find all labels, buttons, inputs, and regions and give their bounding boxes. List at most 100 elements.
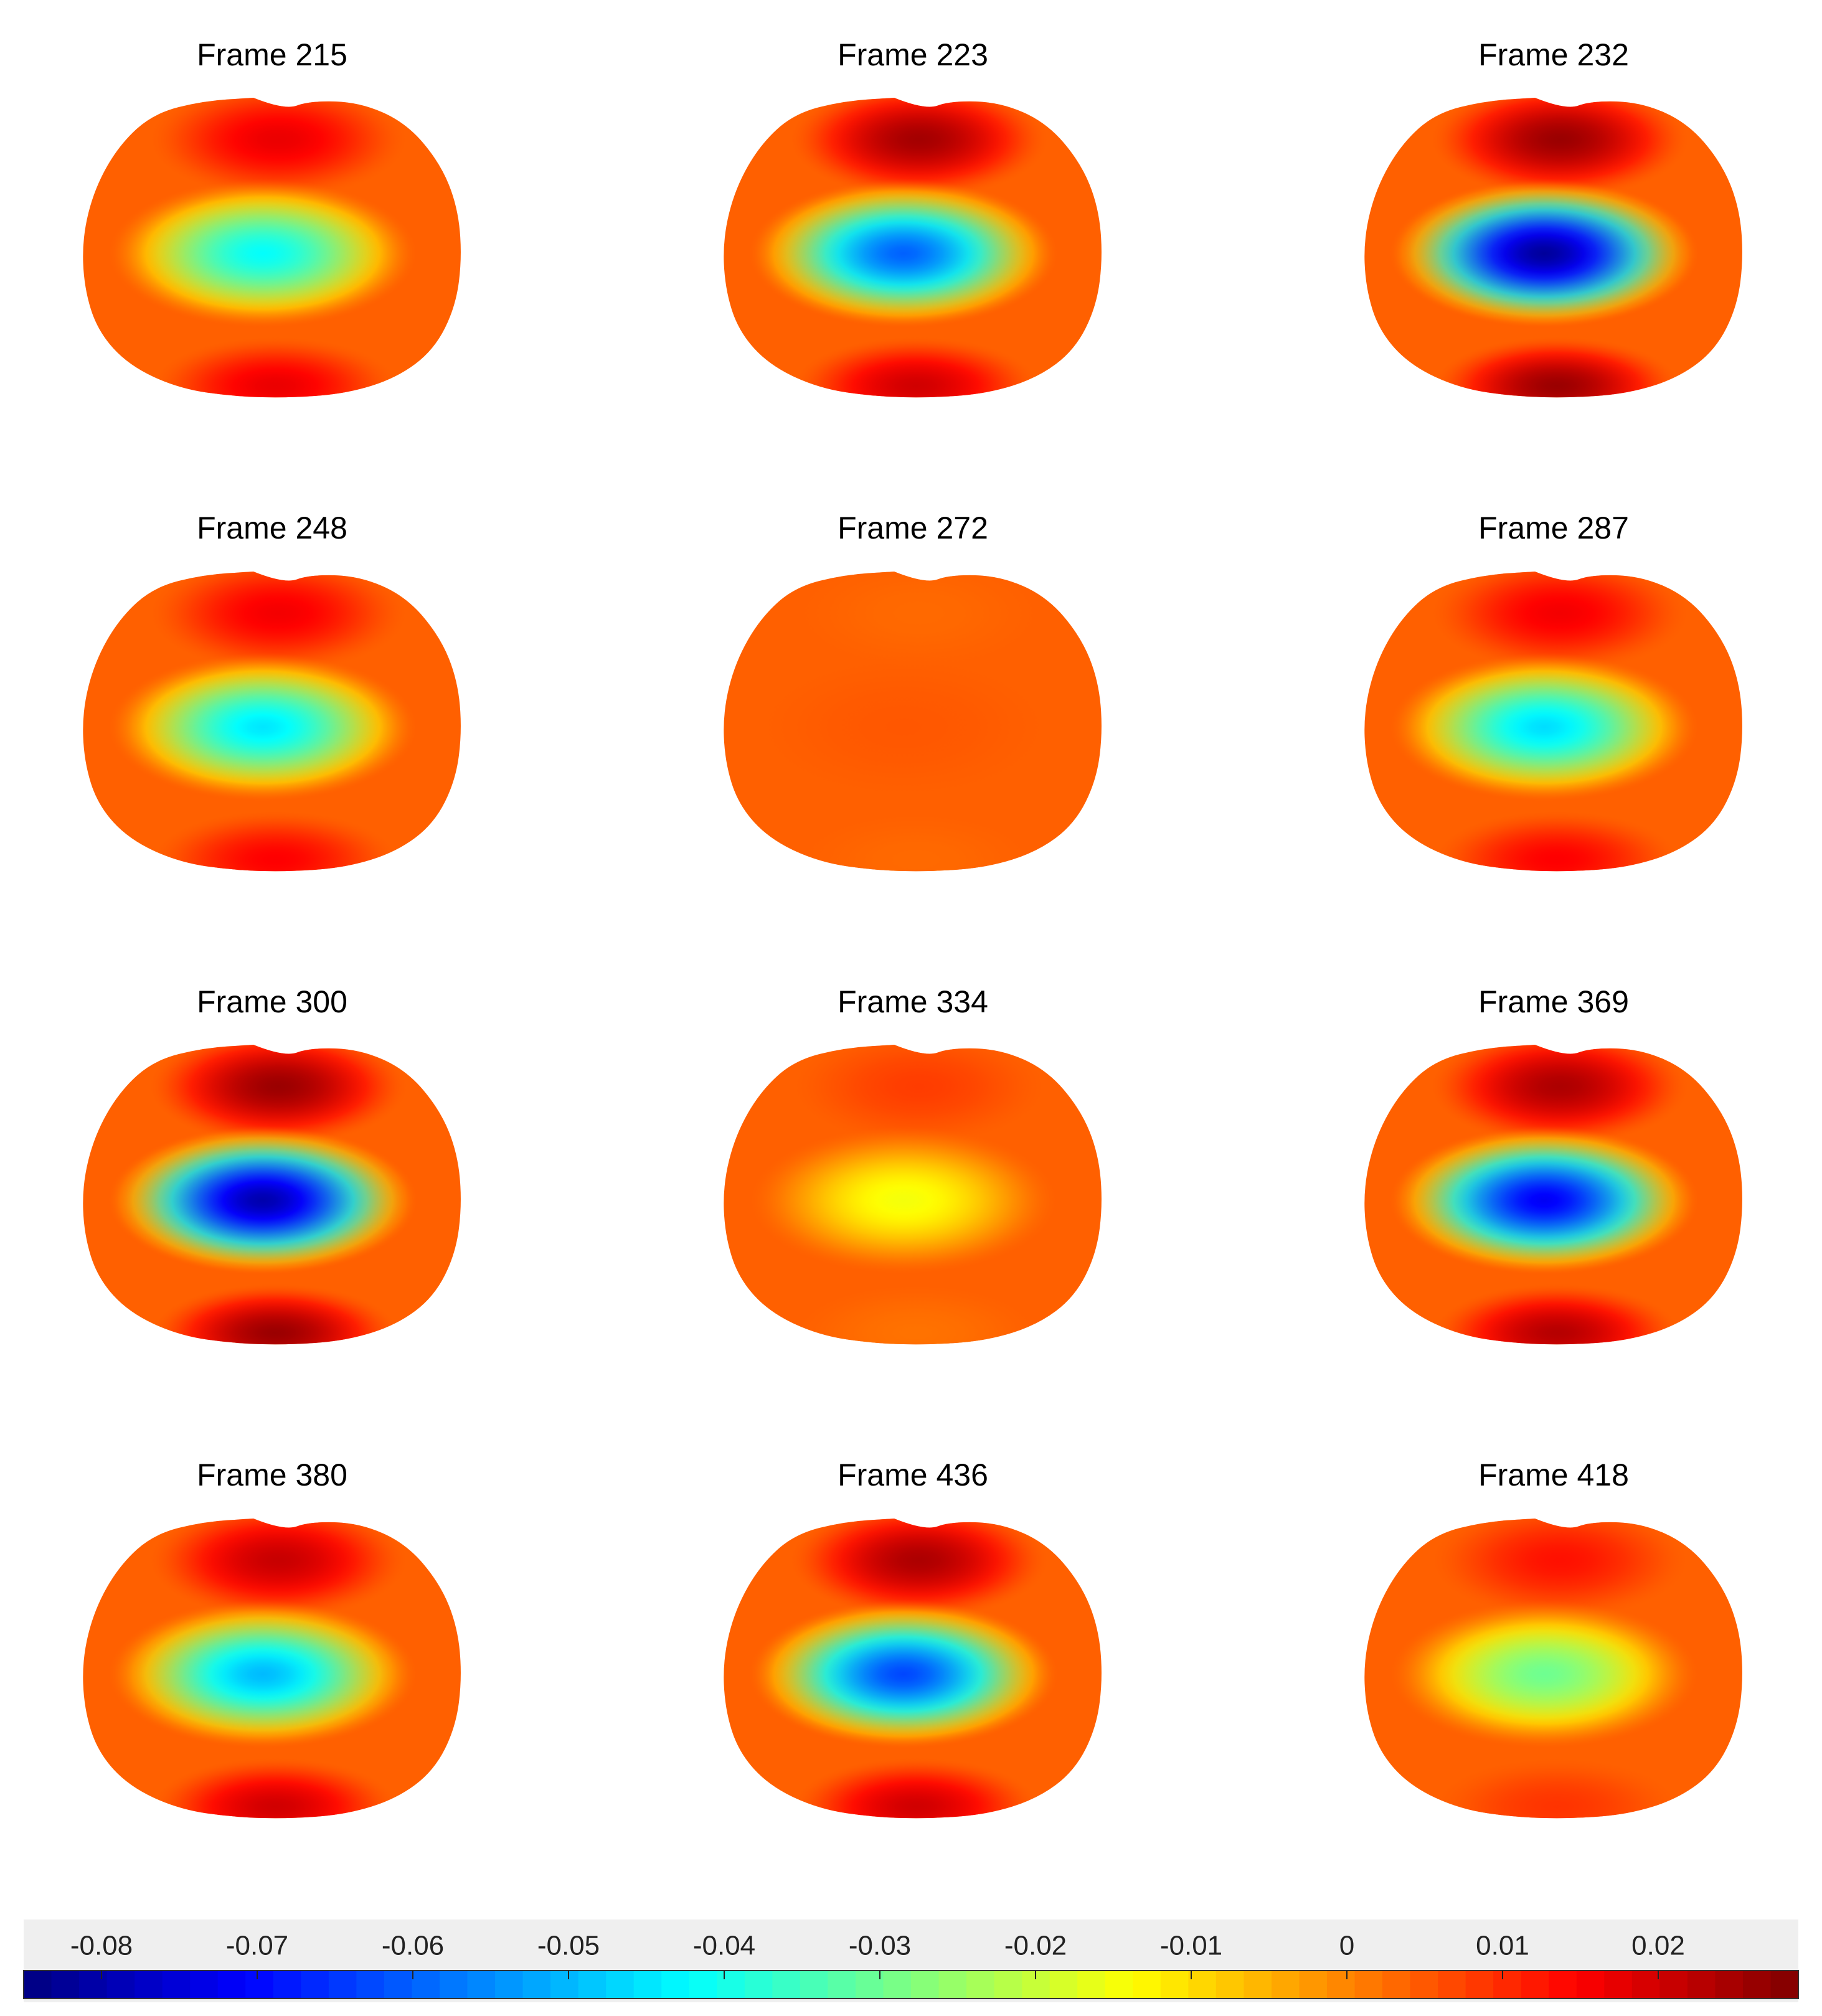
bottom-positive-region [791,810,1041,872]
panel-title: Frame 248 [197,511,347,545]
bottom-positive-region [791,336,1041,398]
colorbar-cell [883,1971,912,1999]
colorbar-cell [938,1971,967,1999]
topo-map [1364,1519,1742,1819]
central-negative-region [107,179,418,328]
colorbar-cell [1465,1971,1494,1999]
colorbar-cell [661,1971,690,1999]
colorbar-cell [1105,1971,1133,1999]
panel-grid: Frame 215 Frame 223 Frame 232 Frame 248 Fram… [83,37,1742,1819]
panel-title: Frame 223 [838,37,988,72]
colorbar-cell [467,1971,496,1999]
colorbar-cell [1299,1971,1328,1999]
bottom-positive-region [791,1283,1041,1345]
topo-panel: Frame 436 [724,1458,1102,1819]
colorbar-cell [1215,1971,1244,1999]
colorbar-cell [273,1971,301,1999]
central-negative-region [748,179,1059,328]
colorbar-tick-label: -0.02 [1004,1931,1067,1961]
colorbar-cell [217,1971,246,1999]
top-positive-region [1429,1519,1691,1619]
panel-title: Frame 369 [1478,984,1629,1019]
topo-map [83,1045,461,1345]
topo-panel: Frame 287 [1364,511,1742,872]
central-negative-region [1389,652,1700,802]
topo-panel: Frame 380 [83,1458,461,1819]
colorbar-tick-label: 0.01 [1476,1931,1529,1961]
colorbar-cell [495,1971,524,1999]
bottom-positive-region [1432,1283,1681,1345]
colorbar-cell [1549,1971,1577,1999]
top-positive-region [148,98,409,199]
central-negative-region [1389,1126,1700,1275]
colorbar-cell [1493,1971,1522,1999]
topo-map [1364,1045,1742,1345]
colorbar-cell [633,1971,662,1999]
colorbar-cell [106,1971,135,1999]
colorbar-tick-label: -0.06 [382,1931,444,1961]
panel-title: Frame 380 [197,1458,347,1492]
colorbar-cell [689,1971,717,1999]
topo-panel: Frame 334 [724,984,1102,1345]
topo-map [724,572,1102,872]
topo-panel: Frame 248 [83,511,461,872]
colorbar-cell [1604,1971,1633,1999]
colorbar-cell [966,1971,995,1999]
colorbar-frame [23,1970,1799,1999]
colorbar-cell [1326,1971,1356,1999]
top-positive-region [148,1519,409,1619]
bottom-positive-region [1432,1757,1681,1819]
colorbar-gradient [23,1970,1799,1999]
colorbar-cell [1077,1971,1106,1999]
colorbar-cell [1049,1971,1078,1999]
colorbar-cell [1244,1971,1272,1999]
colorbar-cell [135,1971,163,1999]
colorbar: -0.08 -0.07 -0.06 -0.05 -0.04 -0.03 -0.02 -0.01… [23,1919,1799,2002]
colorbar-ticks: -0.08 -0.07 -0.06 -0.05 -0.04 -0.03 -0.02 -0.01… [70,1931,1685,1979]
topo-map [1364,98,1742,398]
panel-title: Frame 334 [838,984,988,1019]
topo-panel: Frame 215 [83,37,461,398]
colorbar-cell [828,1971,856,1999]
topo-map [83,98,461,398]
colorbar-cell [522,1971,551,1999]
colorbar-cell [328,1971,357,1999]
bottom-positive-region [791,1757,1041,1819]
panel-title: Frame 418 [1478,1458,1629,1492]
topo-map [83,572,461,872]
colorbar-cell [744,1971,773,1999]
colorbar-cell [162,1971,191,1999]
colorbar-cell [550,1971,579,1999]
colorbar-cell [1715,1971,1744,1999]
top-positive-region [148,572,409,672]
colorbar-cell [1438,1971,1466,1999]
colorbar-cell [301,1971,329,1999]
colorbar-cell [245,1971,274,1999]
colorbar-cell [190,1971,219,1999]
colorbar-cell [1188,1971,1217,1999]
colorbar-cell [1271,1971,1300,1999]
colorbar-tick-label: -0.03 [849,1931,911,1961]
colorbar-tick-label: -0.05 [537,1931,600,1961]
colorbar-cell [1354,1971,1383,1999]
panel-title: Frame 436 [838,1458,988,1492]
bottom-positive-region [151,336,400,398]
top-positive-region [788,98,1050,199]
bottom-positive-region [1432,810,1681,872]
panel-title: Frame 232 [1478,37,1629,72]
colorbar-tick-label: -0.08 [70,1931,133,1961]
central-negative-region [107,1126,418,1275]
colorbar-cell [1687,1971,1716,1999]
panel-title: Frame 272 [838,511,988,545]
colorbar-cell [384,1971,413,1999]
central-negative-region [1389,179,1700,328]
colorbar-cell [994,1971,1022,1999]
central-negative-region [748,1599,1059,1749]
colorbar-cell [1521,1971,1549,1999]
top-positive-region [788,1519,1050,1619]
top-positive-region [788,572,1050,672]
colorbar-cell [1382,1971,1411,1999]
colorbar-cell [1160,1971,1189,1999]
colorbar-tick-label: 0 [1339,1931,1354,1961]
